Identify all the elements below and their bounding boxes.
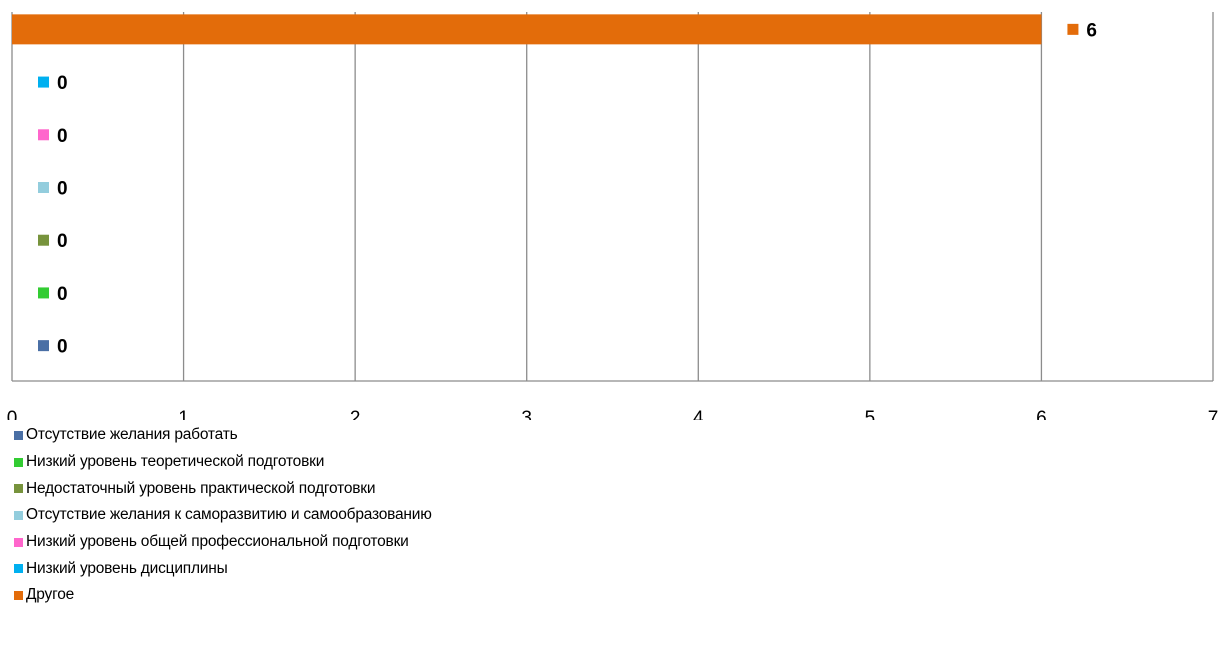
data-label-markers bbox=[38, 23, 1079, 352]
legend-item-4: Низкий уровень общей профессиональной по… bbox=[14, 529, 432, 556]
legend-label-0: Отсутствие желания работать bbox=[26, 426, 238, 444]
legend-swatch-6 bbox=[14, 590, 23, 600]
bar-6 bbox=[12, 14, 1042, 45]
data-label-marker-3 bbox=[38, 182, 49, 193]
x-tick-label-1: 1 bbox=[178, 408, 189, 420]
grid-lines bbox=[11, 12, 1214, 382]
legend-swatch-0 bbox=[14, 430, 23, 440]
data-label-4: 0 bbox=[57, 126, 68, 147]
data-label-marker-0 bbox=[38, 340, 49, 352]
x-tick-label-2: 2 bbox=[350, 408, 361, 420]
legend-item-3: Отсутствие желания к саморазвитию и само… bbox=[14, 502, 432, 529]
legend-label-2: Недостаточный уровень практической подго… bbox=[26, 479, 376, 497]
legend-label-1: Низкий уровень теоретической подготовки bbox=[26, 453, 325, 471]
legend-item-1: Низкий уровень теоретической подготовки bbox=[14, 449, 432, 476]
x-tick-label-0: 0 bbox=[7, 408, 18, 420]
data-label-1: 0 bbox=[57, 284, 68, 305]
x-tick-label-7: 7 bbox=[1208, 408, 1219, 420]
legend: Отсутствие желания работать Низкий уровен… bbox=[14, 422, 432, 609]
legend-item-6: Другое bbox=[14, 582, 432, 609]
data-label-6: 6 bbox=[1086, 20, 1097, 41]
legend-label-3: Отсутствие желания к саморазвитию и само… bbox=[26, 506, 432, 524]
data-label-3: 0 bbox=[57, 179, 68, 200]
legend-label-4: Низкий уровень общей профессиональной по… bbox=[26, 533, 409, 551]
legend-swatch-4 bbox=[14, 537, 23, 547]
data-label-marker-1 bbox=[38, 287, 49, 299]
legend-swatch-5 bbox=[14, 564, 23, 574]
legend-item-0: Отсутствие желания работать bbox=[14, 422, 432, 449]
x-axis-tick-labels: 0 1 2 3 4 5 6 7 bbox=[7, 408, 1219, 420]
legend-item-2: Недостаточный уровень практической подго… bbox=[14, 475, 432, 502]
x-tick-label-3: 3 bbox=[521, 408, 532, 420]
bar-chart: 0 0 0 0 0 0 6 0 1 2 3 4 5 6 7 bbox=[7, 12, 1219, 420]
legend-swatch-2 bbox=[14, 484, 23, 494]
legend-label-6: Другое bbox=[26, 586, 75, 604]
data-label-marker-5 bbox=[38, 76, 49, 88]
data-label-marker-6 bbox=[1067, 23, 1079, 35]
x-tick-label-5: 5 bbox=[865, 408, 876, 420]
x-tick-label-4: 4 bbox=[693, 408, 704, 420]
data-label-2: 0 bbox=[57, 231, 68, 252]
data-label-marker-4 bbox=[38, 129, 49, 141]
legend-swatch-3 bbox=[14, 510, 23, 520]
bars bbox=[12, 14, 1042, 45]
data-label-0: 0 bbox=[57, 337, 68, 358]
legend-swatch-1 bbox=[14, 457, 23, 467]
data-label-5: 0 bbox=[57, 73, 68, 94]
legend-item-5: Низкий уровень дисциплины bbox=[14, 555, 432, 582]
legend-label-5: Низкий уровень дисциплины bbox=[26, 559, 228, 577]
x-tick-label-6: 6 bbox=[1036, 408, 1047, 420]
data-labels: 0 0 0 0 0 0 6 bbox=[57, 20, 1097, 357]
data-label-marker-2 bbox=[38, 234, 49, 246]
